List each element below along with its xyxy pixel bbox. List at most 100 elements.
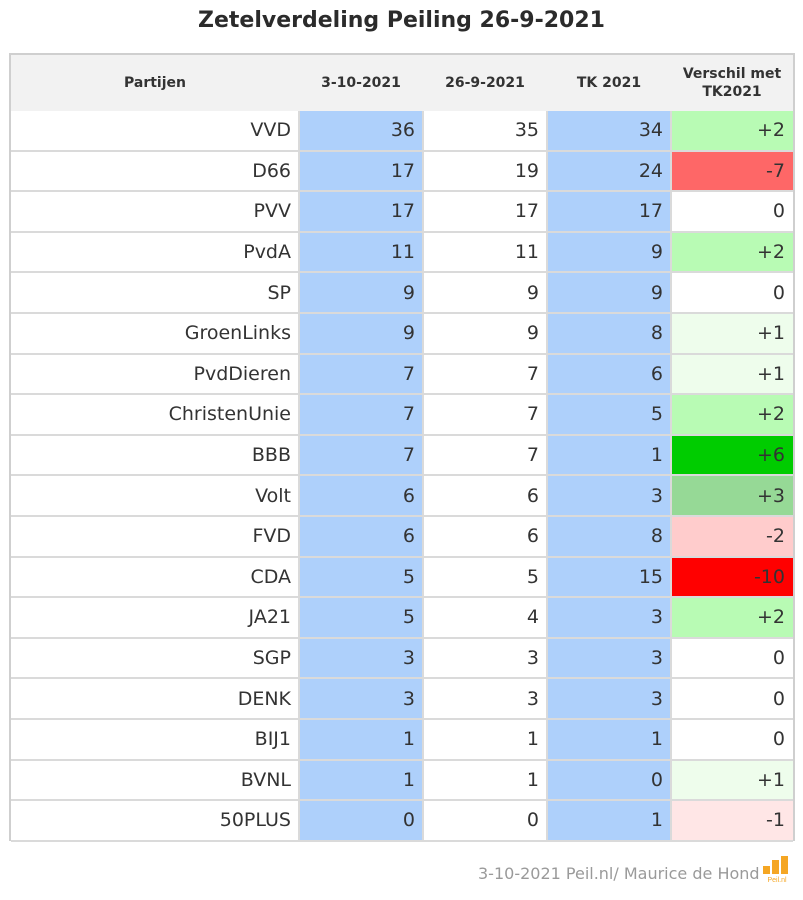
verschil-cell: +2 [671, 598, 793, 637]
table-row: BBB 7 7 1 +6 [11, 435, 793, 477]
poll-3-10-cell: 0 [299, 801, 423, 840]
party-name-cell: VVD [11, 111, 299, 150]
tk2021-cell: 1 [547, 720, 671, 759]
table-row: VVD 36 35 34 +2 [11, 111, 793, 152]
poll-3-10-cell: 7 [299, 395, 423, 434]
poll-3-10-cell: 1 [299, 720, 423, 759]
table-row: DENK 3 3 3 0 [11, 679, 793, 720]
poll-26-9-cell: 9 [423, 273, 547, 312]
poll-3-10-cell: 36 [299, 111, 423, 150]
poll-3-10-cell: 17 [299, 192, 423, 231]
poll-26-9-cell: 7 [423, 395, 547, 434]
party-name-cell: D66 [11, 151, 299, 191]
party-name-cell: FVD [11, 517, 299, 556]
verschil-cell: +1 [671, 354, 793, 394]
party-name-cell: 50PLUS [11, 801, 299, 840]
tk2021-cell: 17 [547, 192, 671, 231]
table-header: Partijen 3-10-2021 26-9-2021 TK 2021 Ver… [11, 55, 793, 113]
poll-3-10-cell: 3 [299, 638, 423, 678]
poll-3-10-cell: 3 [299, 679, 423, 718]
poll-26-9-cell: 19 [423, 151, 547, 191]
poll-26-9-cell: 35 [423, 111, 547, 150]
tk2021-cell: 9 [547, 232, 671, 272]
tk2021-cell: 9 [547, 273, 671, 312]
poll-26-9-cell: 3 [423, 638, 547, 678]
verschil-cell: 0 [671, 273, 793, 312]
party-name-cell: BIJ1 [11, 720, 299, 759]
verschil-cell: +2 [671, 232, 793, 272]
poll-3-10-cell: 17 [299, 151, 423, 191]
verschil-cell: +3 [671, 476, 793, 515]
header-poll-26-9: 26-9-2021 [445, 75, 525, 91]
verschil-cell: +1 [671, 760, 793, 800]
poll-26-9-cell: 11 [423, 232, 547, 272]
poll-3-10-cell: 6 [299, 517, 423, 556]
tk2021-cell: 3 [547, 598, 671, 637]
header-verschil: Verschil met TK2021 [682, 66, 782, 100]
source-footer: 3-10-2021 Peil.nl/ Maurice de Hond [478, 864, 760, 883]
poll-3-10-cell: 7 [299, 435, 423, 475]
header-poll-3-10: 3-10-2021 [321, 75, 401, 91]
tk2021-cell: 5 [547, 395, 671, 434]
poll-26-9-cell: 0 [423, 801, 547, 840]
party-name-cell: DENK [11, 679, 299, 718]
party-name-cell: Volt [11, 476, 299, 515]
party-name-cell: SGP [11, 638, 299, 678]
poll-3-10-cell: 5 [299, 557, 423, 597]
table-row: D66 17 19 24 -7 [11, 151, 793, 193]
verschil-cell: 0 [671, 679, 793, 718]
table-row: SP 9 9 9 0 [11, 273, 793, 314]
party-name-cell: SP [11, 273, 299, 312]
party-name-cell: PvdA [11, 232, 299, 272]
table-row: PvdA 11 11 9 +2 [11, 232, 793, 274]
column-divider [422, 111, 424, 841]
verschil-cell: +6 [671, 435, 793, 475]
verschil-cell: +2 [671, 395, 793, 434]
verschil-cell: -1 [671, 801, 793, 840]
tk2021-cell: 0 [547, 760, 671, 800]
table-row: Volt 6 6 3 +3 [11, 476, 793, 517]
tk2021-cell: 3 [547, 679, 671, 718]
party-name-cell: ChristenUnie [11, 395, 299, 434]
poll-26-9-cell: 6 [423, 517, 547, 556]
peil-logo-icon: Peil.nl [763, 856, 788, 884]
tk2021-cell: 3 [547, 638, 671, 678]
chart-title: Zetelverdeling Peiling 26-9-2021 [198, 8, 605, 33]
poll-26-9-cell: 4 [423, 598, 547, 637]
party-name-cell: BVNL [11, 760, 299, 800]
column-divider [670, 111, 672, 841]
poll-26-9-cell: 1 [423, 760, 547, 800]
tk2021-cell: 34 [547, 111, 671, 150]
seat-table: Partijen 3-10-2021 26-9-2021 TK 2021 Ver… [9, 53, 795, 842]
poll-3-10-cell: 7 [299, 354, 423, 394]
header-partijen: Partijen [124, 75, 186, 91]
verschil-cell: 0 [671, 638, 793, 678]
verschil-cell: 0 [671, 192, 793, 231]
poll-3-10-cell: 9 [299, 314, 423, 353]
verschil-cell: -2 [671, 517, 793, 556]
party-name-cell: JA21 [11, 598, 299, 637]
table-row: SGP 3 3 3 0 [11, 638, 793, 680]
table-row: PvdDieren 7 7 6 +1 [11, 354, 793, 396]
table-row: ChristenUnie 7 7 5 +2 [11, 395, 793, 436]
poll-3-10-cell: 11 [299, 232, 423, 272]
poll-26-9-cell: 1 [423, 720, 547, 759]
column-divider [546, 111, 548, 841]
header-tk2021: TK 2021 [576, 75, 642, 91]
tk2021-cell: 15 [547, 557, 671, 597]
party-name-cell: CDA [11, 557, 299, 597]
poll-3-10-cell: 6 [299, 476, 423, 515]
party-name-cell: PvdDieren [11, 354, 299, 394]
table-row: BIJ1 1 1 1 0 [11, 720, 793, 761]
table-row: FVD 6 6 8 -2 [11, 517, 793, 558]
tk2021-cell: 1 [547, 801, 671, 840]
verschil-cell: -10 [671, 557, 793, 597]
table-row: GroenLinks 9 9 8 +1 [11, 314, 793, 355]
poll-26-9-cell: 7 [423, 354, 547, 394]
tk2021-cell: 6 [547, 354, 671, 394]
party-name-cell: PVV [11, 192, 299, 231]
verschil-cell: +2 [671, 111, 793, 150]
poll-26-9-cell: 6 [423, 476, 547, 515]
tk2021-cell: 8 [547, 314, 671, 353]
logo-text: Peil.nl [767, 877, 787, 884]
